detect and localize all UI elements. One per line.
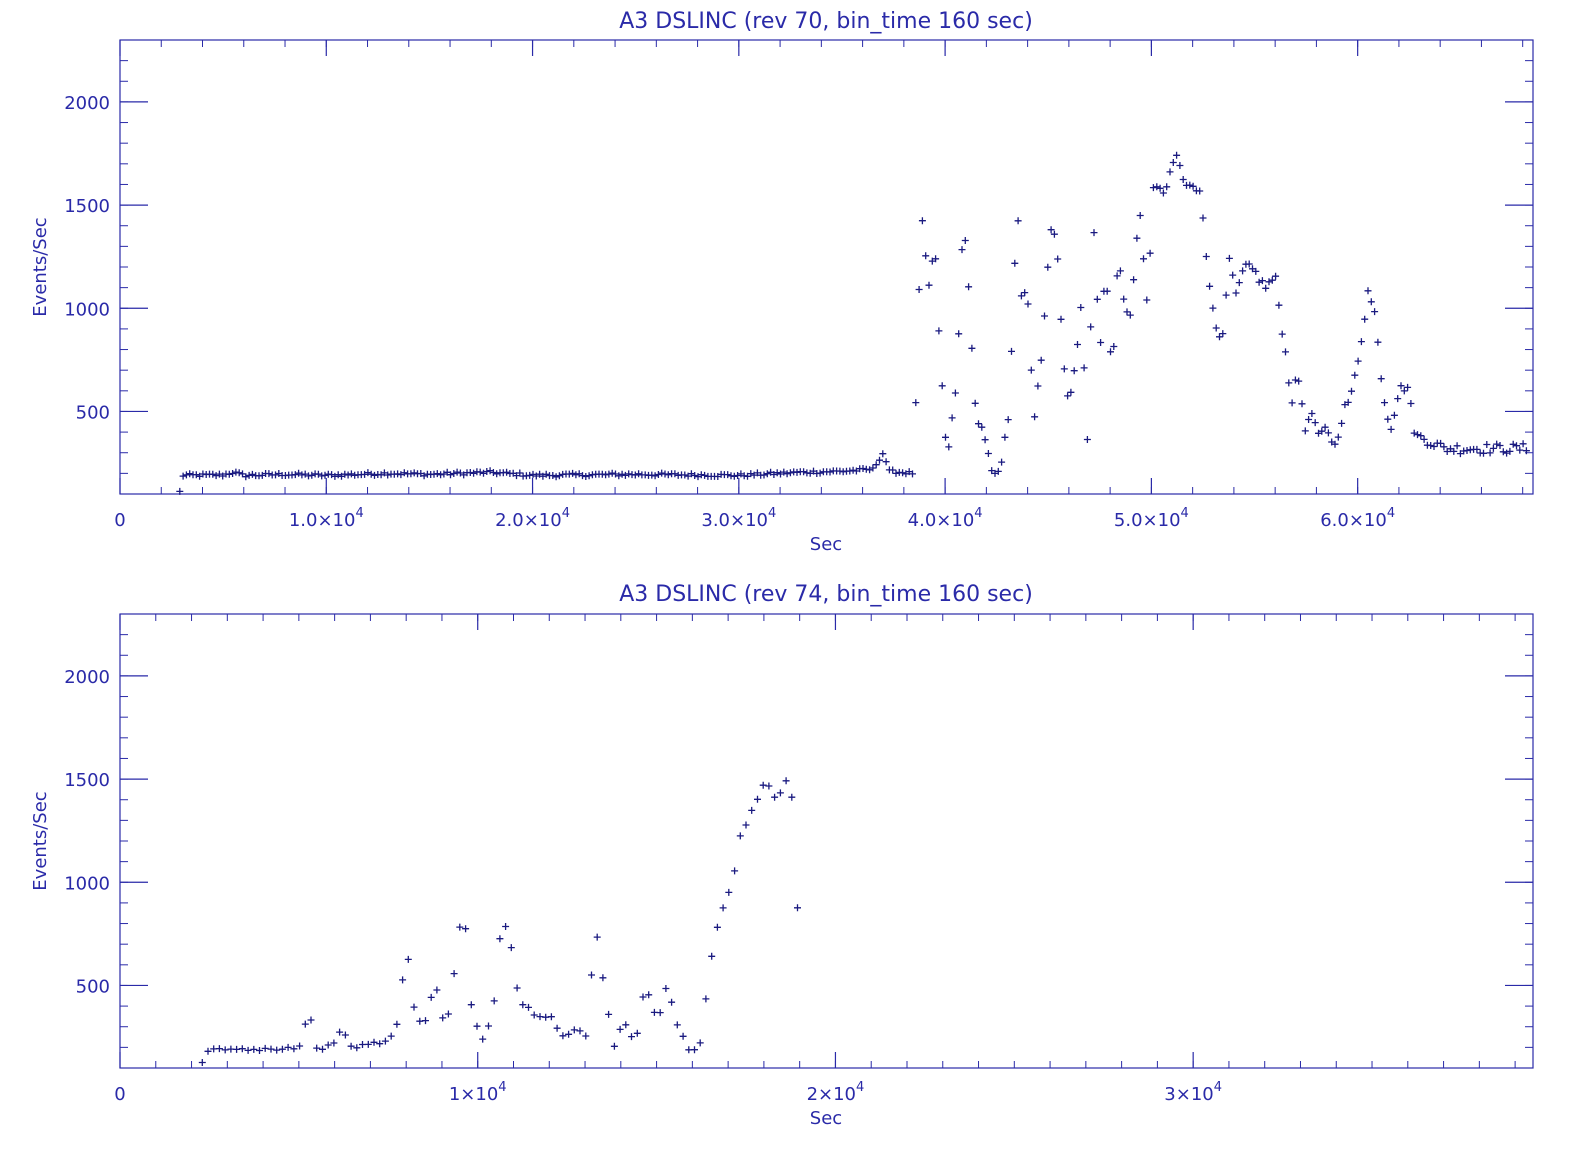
- x-tick-label: 1×104: [449, 1080, 507, 1105]
- data-series: [198, 777, 801, 1066]
- y-tick-label: 1500: [64, 196, 110, 217]
- y-axis-label: Events/Sec: [30, 217, 51, 316]
- x-tick-label: 1.0×104: [289, 506, 364, 531]
- x-axis-label: Sec: [810, 1108, 842, 1129]
- x-tick-label: 2×104: [807, 1080, 865, 1105]
- y-tick-label: 1500: [64, 770, 110, 791]
- tick-group: 0 1.0×104 2.0×104 3.0×104 4.0×104 5.0×104 6.0×…: [64, 39, 1533, 531]
- data-point-markers: [176, 151, 1530, 495]
- x-tick-label: 6.0×104: [1320, 506, 1395, 531]
- x-tick-label: 3.0×104: [701, 506, 776, 531]
- x-tick-label: 2.0×104: [495, 506, 570, 531]
- y-tick-label: 1000: [64, 873, 110, 894]
- chart-panel-rev-74: A3 DSLINC (rev 74, bin_time 160 sec) 0 1×…: [30, 582, 1534, 1129]
- chart-panel-rev-70: A3 DSLINC (rev 70, bin_time 160 sec) 0 1.…: [30, 9, 1534, 555]
- chart-title: A3 DSLINC (rev 74, bin_time 160 sec): [619, 582, 1033, 607]
- y-tick-label: 500: [76, 976, 110, 997]
- x-tick-label: 0: [114, 1084, 125, 1105]
- data-point-markers: [198, 777, 801, 1066]
- y-tick-label: 2000: [64, 93, 110, 114]
- x-tick-label: 0: [114, 510, 125, 531]
- x-tick-label: 3×104: [1164, 1080, 1222, 1105]
- y-tick-label: 1000: [64, 299, 110, 320]
- y-tick-label: 500: [76, 402, 110, 423]
- y-tick-label: 2000: [64, 667, 110, 688]
- x-tick-label: 5.0×104: [1114, 506, 1189, 531]
- x-axis-label: Sec: [810, 534, 842, 555]
- y-axis-label: Events/Sec: [30, 791, 51, 890]
- data-series: [176, 151, 1530, 495]
- tick-group: 0 1×104 2×104 3×104 500 1000 1500 2000: [64, 613, 1533, 1105]
- x-tick-label: 4.0×104: [908, 506, 983, 531]
- chart-title: A3 DSLINC (rev 70, bin_time 160 sec): [619, 9, 1033, 34]
